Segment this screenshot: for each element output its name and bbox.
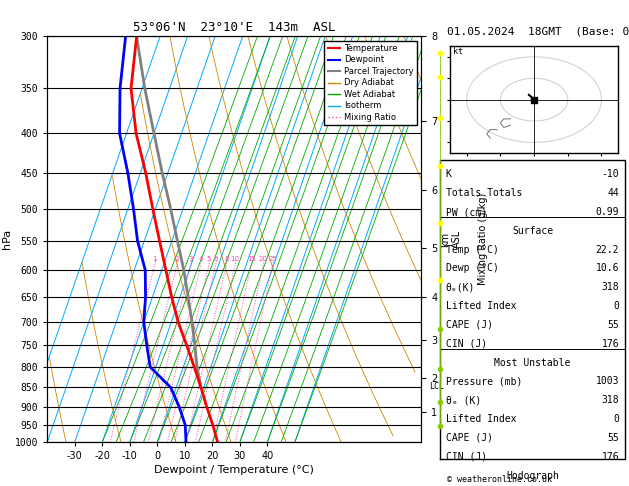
Text: 0: 0: [613, 301, 619, 311]
Text: 3: 3: [189, 257, 193, 262]
Text: 176: 176: [601, 339, 619, 349]
Text: Lifted Index: Lifted Index: [446, 414, 516, 424]
Text: 6: 6: [213, 257, 218, 262]
Text: 10.6: 10.6: [596, 263, 619, 274]
Text: 25: 25: [269, 257, 277, 262]
Text: 318: 318: [601, 282, 619, 292]
Title: 53°06'N  23°10'E  143m  ASL: 53°06'N 23°10'E 143m ASL: [133, 21, 335, 34]
Text: 176: 176: [601, 452, 619, 462]
Text: 01.05.2024  18GMT  (Base: 06): 01.05.2024 18GMT (Base: 06): [447, 27, 629, 37]
Text: 22.2: 22.2: [596, 244, 619, 255]
Text: Mixing Ratio (g/kg): Mixing Ratio (g/kg): [477, 193, 487, 285]
Text: CIN (J): CIN (J): [446, 339, 487, 349]
Text: θₑ(K): θₑ(K): [446, 282, 475, 292]
Y-axis label: hPa: hPa: [2, 229, 12, 249]
Text: 55: 55: [608, 433, 619, 443]
Text: 44: 44: [608, 188, 619, 198]
Text: Lifted Index: Lifted Index: [446, 301, 516, 311]
Text: 1: 1: [153, 257, 157, 262]
Text: Pressure (mb): Pressure (mb): [446, 377, 522, 386]
Text: 8: 8: [225, 257, 229, 262]
Text: Hodograph: Hodograph: [506, 470, 559, 481]
Text: 0.99: 0.99: [596, 207, 619, 217]
Text: 318: 318: [601, 395, 619, 405]
Text: 5: 5: [207, 257, 211, 262]
Text: Temp (°C): Temp (°C): [446, 244, 499, 255]
Text: Totals Totals: Totals Totals: [446, 188, 522, 198]
Text: CIN (J): CIN (J): [446, 452, 487, 462]
Text: 1003: 1003: [596, 377, 619, 386]
X-axis label: Dewpoint / Temperature (°C): Dewpoint / Temperature (°C): [154, 466, 314, 475]
Text: Dewp (°C): Dewp (°C): [446, 263, 499, 274]
Text: PW (cm): PW (cm): [446, 207, 487, 217]
Text: © weatheronline.co.uk: © weatheronline.co.uk: [447, 474, 552, 484]
Text: 4: 4: [199, 257, 203, 262]
Text: 15: 15: [247, 257, 256, 262]
Text: CAPE (J): CAPE (J): [446, 433, 493, 443]
Text: Surface: Surface: [512, 226, 553, 236]
Text: θₑ (K): θₑ (K): [446, 395, 481, 405]
Text: Most Unstable: Most Unstable: [494, 358, 571, 367]
Text: 55: 55: [608, 320, 619, 330]
Text: LCL: LCL: [429, 382, 444, 391]
Legend: Temperature, Dewpoint, Parcel Trajectory, Dry Adiabat, Wet Adiabat, Isotherm, Mi: Temperature, Dewpoint, Parcel Trajectory…: [325, 41, 417, 125]
Text: kt: kt: [453, 47, 463, 56]
Text: 0: 0: [613, 414, 619, 424]
Y-axis label: km
ASL: km ASL: [440, 230, 462, 248]
Text: CAPE (J): CAPE (J): [446, 320, 493, 330]
Text: 10: 10: [231, 257, 240, 262]
Text: 20: 20: [259, 257, 268, 262]
Text: 2: 2: [175, 257, 179, 262]
Text: K: K: [446, 169, 452, 179]
Text: -10: -10: [601, 169, 619, 179]
